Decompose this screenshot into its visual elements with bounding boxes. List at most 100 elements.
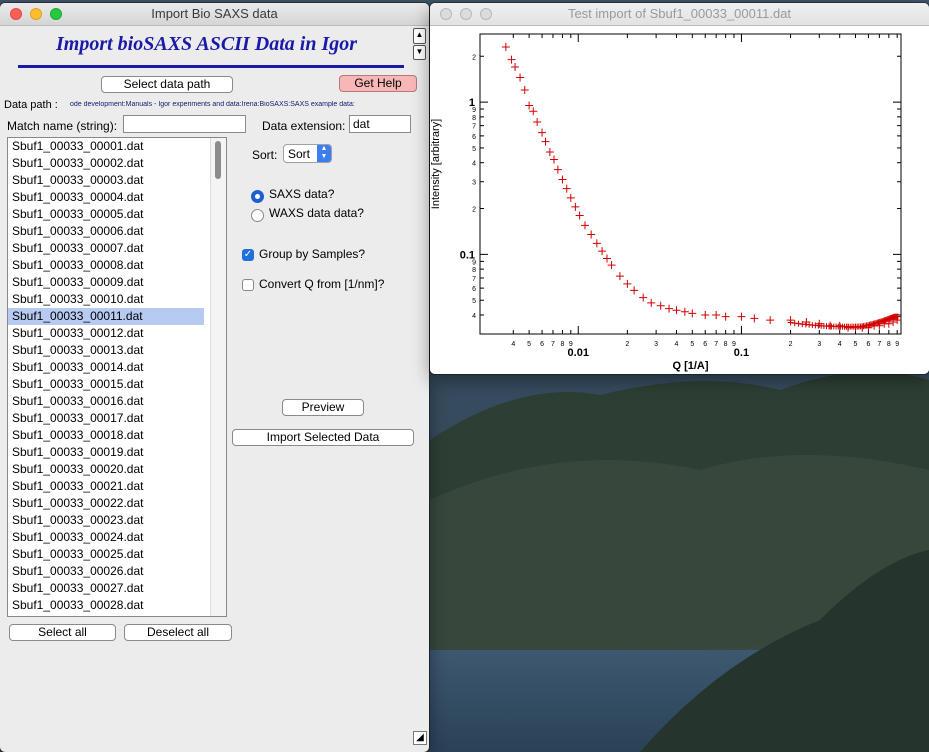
up-arrow-icon[interactable]: ▲ xyxy=(413,28,426,44)
close-window-button[interactable] xyxy=(440,8,452,20)
file-list-scrollbar[interactable] xyxy=(210,138,226,616)
get-help-button[interactable]: Get Help xyxy=(339,75,417,92)
data-point xyxy=(656,301,665,310)
file-list-item[interactable]: Sbuf1_00033_00012.dat xyxy=(12,326,144,340)
file-list-item[interactable]: Sbuf1_00033_00017.dat xyxy=(12,411,144,425)
import-selected-data-button[interactable]: Import Selected Data xyxy=(232,429,414,446)
convert-q-checkbox[interactable] xyxy=(242,279,254,291)
x-minor-tick-label: 3 xyxy=(817,341,821,348)
group-by-samples-checkbox[interactable]: ✓ xyxy=(242,249,254,261)
y-minor-tick-label: 3 xyxy=(472,180,476,187)
file-list-item[interactable]: Sbuf1_00033_00016.dat xyxy=(12,394,144,408)
data-point xyxy=(787,319,794,326)
graph-window-titlebar[interactable]: Test import of Sbuf1_00033_00011.dat xyxy=(430,3,929,26)
data-point xyxy=(701,310,710,319)
data-point xyxy=(566,193,575,202)
intensity-vs-q-plot[interactable]: 4 5 6 7 8 9 2 3 4 5 6 7 8 9 2 3 4 5 6 7 8 90.01 0.129876543298… xyxy=(430,26,929,374)
saxs-label: SAXS data? xyxy=(269,187,335,201)
x-minor-tick-label: 8 xyxy=(887,341,891,348)
preview-button[interactable]: Preview xyxy=(282,399,364,416)
file-list-item[interactable]: Sbuf1_00033_00018.dat xyxy=(12,428,144,442)
file-list-item[interactable]: Sbuf1_00033_00022.dat xyxy=(12,496,144,510)
down-arrow-icon[interactable]: ▼ xyxy=(413,45,426,60)
test-import-graph-window: Test import of Sbuf1_00033_00011.dat 4 5 6… xyxy=(430,3,929,374)
data-point xyxy=(607,261,616,270)
data-point xyxy=(665,304,674,313)
data-point xyxy=(538,128,547,137)
x-minor-tick-label: 4 xyxy=(675,341,679,348)
x-minor-tick-label: 6 xyxy=(540,341,544,348)
x-minor-tick-label: 5 xyxy=(854,341,858,348)
file-list-item[interactable]: Sbuf1_00033_00014.dat xyxy=(12,360,144,374)
y-minor-tick-label: 4 xyxy=(472,161,476,168)
x-minor-tick-label: 7 xyxy=(877,341,881,348)
y-major-tick-label: 0.1 xyxy=(460,249,475,261)
data-extension-input[interactable]: dat xyxy=(349,115,411,133)
file-list-item[interactable]: Sbuf1_00033_00023.dat xyxy=(12,513,144,527)
file-list-item[interactable]: Sbuf1_00033_00002.dat xyxy=(12,156,144,170)
file-list-item[interactable]: Sbuf1_00033_00021.dat xyxy=(12,479,144,493)
data-point xyxy=(587,230,596,239)
x-minor-tick-label: 9 xyxy=(569,341,573,348)
deselect-all-button[interactable]: Deselect all xyxy=(124,624,232,641)
match-name-input[interactable] xyxy=(123,115,246,133)
file-list-item[interactable]: Sbuf1_00033_00009.dat xyxy=(12,275,144,289)
file-list-item[interactable]: Sbuf1_00033_00006.dat xyxy=(12,224,144,238)
file-list-item[interactable]: Sbuf1_00033_00010.dat xyxy=(12,292,144,306)
file-list[interactable]: Sbuf1_00033_00001.dat Sbuf1_00033_00002.d… xyxy=(7,137,227,617)
file-list-item[interactable]: Sbuf1_00033_00019.dat xyxy=(12,445,144,459)
resize-grip-icon[interactable]: ◢ xyxy=(413,731,427,745)
saxs-radio[interactable] xyxy=(251,190,264,203)
x-minor-tick-label: 5 xyxy=(527,341,531,348)
x-minor-tick-label: 9 xyxy=(895,341,899,348)
window-title: Import Bio SAXS data xyxy=(151,6,278,21)
close-window-button[interactable] xyxy=(10,8,22,20)
panel-scroll-control[interactable]: ▲ ▼ xyxy=(413,28,426,60)
y-minor-tick-label: 9 xyxy=(472,259,476,266)
minimize-window-button[interactable] xyxy=(30,8,42,20)
file-list-item[interactable]: Sbuf1_00033_00003.dat xyxy=(12,173,144,187)
data-point xyxy=(581,221,590,230)
file-list-item[interactable]: Sbuf1_00033_00020.dat xyxy=(12,462,144,476)
file-list-item[interactable]: Sbuf1_00033_00015.dat xyxy=(12,377,144,391)
waxs-radio[interactable] xyxy=(251,209,264,222)
file-list-item[interactable]: Sbuf1_00033_00001.dat xyxy=(12,139,144,153)
file-list-item[interactable]: Sbuf1_00033_00008.dat xyxy=(12,258,144,272)
minimize-window-button[interactable] xyxy=(460,8,472,20)
match-name-label: Match name (string): xyxy=(7,119,118,133)
data-point xyxy=(647,298,656,307)
import-window-titlebar[interactable]: Import Bio SAXS data xyxy=(0,3,429,26)
panel-heading: Import bioSAXS ASCII Data in Igor xyxy=(56,33,358,55)
sort-popup[interactable]: Sort ▲ ▼ xyxy=(283,144,332,163)
y-minor-tick-label: 6 xyxy=(472,286,476,293)
select-data-path-button[interactable]: Select data path xyxy=(101,76,233,93)
y-minor-tick-label: 6 xyxy=(472,134,476,141)
file-list-item[interactable]: Sbuf1_00033_00013.dat xyxy=(12,343,144,357)
y-minor-tick-label: 7 xyxy=(472,124,476,131)
data-point xyxy=(529,107,538,116)
file-list-item[interactable]: Sbuf1_00033_00028.dat xyxy=(12,598,144,612)
data-path-label: Data path : xyxy=(4,99,58,111)
file-list-item[interactable]: Sbuf1_00033_00025.dat xyxy=(12,547,144,561)
file-list-item[interactable]: Sbuf1_00033_00026.dat xyxy=(12,564,144,578)
file-list-item[interactable]: Sbuf1_00033_00027.dat xyxy=(12,581,144,595)
select-all-button[interactable]: Select all xyxy=(9,624,116,641)
data-point xyxy=(541,137,550,146)
file-list-item[interactable]: Sbuf1_00033_00005.dat xyxy=(12,207,144,221)
convert-q-label: Convert Q from [1/nm]? xyxy=(259,277,385,291)
y-minor-tick-label: 4 xyxy=(472,313,476,320)
file-list-item[interactable]: Sbuf1_00033_00024.dat xyxy=(12,530,144,544)
x-axis-label: Q [1/A] xyxy=(672,360,708,372)
x-major-tick-label: 0.1 xyxy=(734,347,749,359)
file-list-item[interactable]: Sbuf1_00033_00004.dat xyxy=(12,190,144,204)
scrollbar-thumb[interactable] xyxy=(215,141,221,179)
x-minor-tick-label: 7 xyxy=(714,341,718,348)
zoom-window-button[interactable] xyxy=(480,8,492,20)
file-list-item[interactable]: Sbuf1_00033_00011.dat xyxy=(8,308,204,325)
zoom-window-button[interactable] xyxy=(50,8,62,20)
file-list-item[interactable]: Sbuf1_00033_00007.dat xyxy=(12,241,144,255)
data-point xyxy=(688,309,697,318)
x-minor-tick-label: 5 xyxy=(690,341,694,348)
data-point xyxy=(615,272,624,281)
data-point xyxy=(520,86,529,95)
